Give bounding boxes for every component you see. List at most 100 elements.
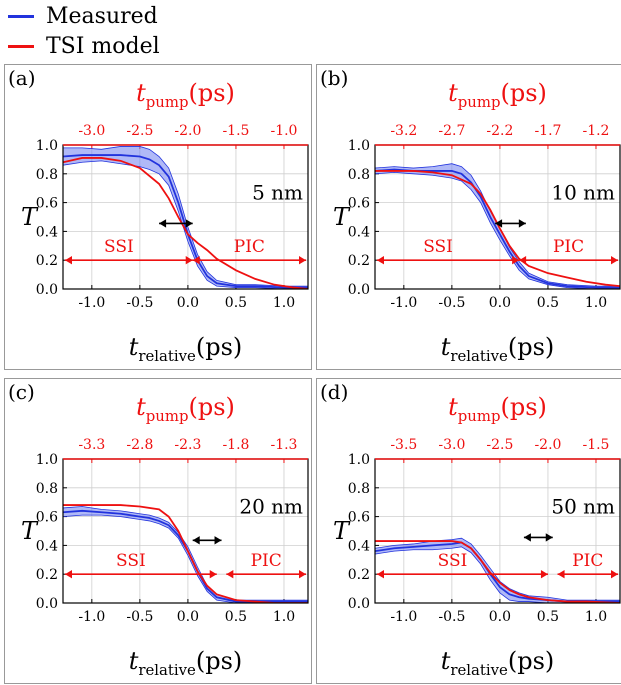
thickness-label: 5 nm xyxy=(252,181,303,205)
plot-frame xyxy=(374,144,621,290)
ssi-arrow-head-right xyxy=(185,256,193,265)
data-group xyxy=(63,504,308,603)
series-line-model xyxy=(63,157,308,289)
chart-panel-b: (b) tpump(ps) -3.2 -2.7 -2.2 -1.7 -1.2 0.0 0.2 0.… xyxy=(316,64,621,370)
y-tick-label: 0.8 xyxy=(348,167,370,183)
measured-uncertainty-band xyxy=(63,146,308,289)
y-tick-label: 1.0 xyxy=(36,138,58,154)
y-tick-label: 0.8 xyxy=(36,481,58,497)
y-tick-label: 0.8 xyxy=(36,167,58,183)
thickness-label: 10 nm xyxy=(551,181,615,205)
ssi-label: SSI xyxy=(438,551,468,571)
top-tick-label: -3.0 xyxy=(438,437,465,453)
series-line-model xyxy=(375,540,620,603)
x-tick-label: 1.0 xyxy=(273,609,295,625)
pic-arrow-head-right xyxy=(611,256,618,265)
y-tick-label: 0.4 xyxy=(36,538,58,554)
x-axis-label: trelative(ps) xyxy=(129,333,243,365)
y-axis-label: T xyxy=(333,203,351,231)
y-tick-label: 0.6 xyxy=(36,196,58,212)
x-tick-label: -1.0 xyxy=(390,295,417,311)
y-tick-label: 0.4 xyxy=(36,224,58,240)
panel-label: (d) xyxy=(320,380,348,404)
data-group xyxy=(375,163,620,289)
x-tick-label: 0.5 xyxy=(537,295,559,311)
pic-arrow-head-left xyxy=(557,570,565,579)
legend: Measured TSI model xyxy=(0,0,621,62)
y-tick-label: 0.0 xyxy=(348,282,370,298)
y-tick-label: 1.0 xyxy=(36,452,58,468)
x-tick-label: -1.0 xyxy=(78,609,105,625)
y-tick-label: 0.6 xyxy=(348,196,370,212)
chart-svg-d: (d) tpump(ps) -3.5 -3.0 -2.5 -2.0 -1.5 0.0 0.2 0.… xyxy=(320,380,621,679)
legend-label-measured: Measured xyxy=(46,4,158,29)
thickness-label: 20 nm xyxy=(239,495,303,519)
y-tick-label: 0.2 xyxy=(36,253,58,269)
y-tick-label: 0.0 xyxy=(36,282,58,298)
y-tick-label: 1.0 xyxy=(348,452,370,468)
top-axis-title: tpump(ps) xyxy=(448,393,547,425)
chart-svg-b: (b) tpump(ps) -3.2 -2.7 -2.2 -1.7 -1.2 0.0 0.2 0.… xyxy=(320,66,621,365)
plot-frame xyxy=(62,458,309,604)
x-tick-label: 0.0 xyxy=(489,609,511,625)
y-axis-label: T xyxy=(333,517,351,545)
ssi-arrow-head-left xyxy=(65,570,72,579)
top-tick-label: -2.2 xyxy=(486,123,513,139)
top-tick-label: -3.3 xyxy=(78,437,105,453)
panel-label: (b) xyxy=(320,66,348,90)
transition-width-arrow-head-right xyxy=(518,219,526,228)
transition-width-arrow-head-right xyxy=(185,219,193,228)
top-tick-label: -2.3 xyxy=(174,437,201,453)
top-tick-label: -3.0 xyxy=(78,123,105,139)
top-tick-label: -1.0 xyxy=(270,123,297,139)
ssi-label: SSI xyxy=(116,551,146,571)
pic-label: PIC xyxy=(572,551,603,571)
x-tick-label: 0.5 xyxy=(537,609,559,625)
top-axis-title: tpump(ps) xyxy=(448,79,547,111)
top-axis-title: tpump(ps) xyxy=(136,393,235,425)
x-tick-label: -0.5 xyxy=(438,295,465,311)
x-tick-label: 0.0 xyxy=(489,295,511,311)
transition-width-arrow-head-left xyxy=(523,533,531,542)
panel-label: (a) xyxy=(8,66,36,90)
y-tick-label: 0.2 xyxy=(36,567,58,583)
y-axis-label: T xyxy=(21,517,39,545)
measured-uncertainty-band xyxy=(63,506,308,603)
series-line-measured xyxy=(63,509,308,603)
top-tick-label: -2.8 xyxy=(126,437,153,453)
ssi-arrow-head-right xyxy=(512,256,520,265)
x-axis-label: trelative(ps) xyxy=(441,333,555,365)
y-tick-label: 0.2 xyxy=(348,567,370,583)
top-tick-label: -1.8 xyxy=(222,437,249,453)
chart-svg-c: (c) tpump(ps) -3.3 -2.8 -2.3 -1.8 -1.3 0.0 0.2 0.… xyxy=(8,380,309,679)
plot-frame xyxy=(62,144,309,290)
ssi-label: SSI xyxy=(104,237,134,257)
x-tick-label: 1.0 xyxy=(585,609,607,625)
y-tick-label: 1.0 xyxy=(348,138,370,154)
pic-arrow-head-right xyxy=(299,570,306,579)
legend-label-model: TSI model xyxy=(46,34,160,59)
thickness-label: 50 nm xyxy=(551,495,615,519)
x-tick-label: -0.5 xyxy=(438,609,465,625)
ssi-label: SSI xyxy=(423,237,453,257)
top-tick-label: -2.5 xyxy=(486,437,513,453)
legend-swatch-measured xyxy=(8,15,34,18)
measured-uncertainty-band xyxy=(375,163,620,289)
pic-label: PIC xyxy=(234,237,265,257)
legend-item-measured: Measured xyxy=(8,4,158,29)
x-tick-label: -1.0 xyxy=(78,295,105,311)
ssi-arrow-head-right xyxy=(209,570,217,579)
top-tick-label: -1.7 xyxy=(534,123,561,139)
y-tick-label: 0.4 xyxy=(348,224,370,240)
legend-item-model: TSI model xyxy=(8,34,160,59)
chart-panel-c: (c) tpump(ps) -3.3 -2.8 -2.3 -1.8 -1.3 0.0 0.2 0.… xyxy=(4,378,312,684)
transition-width-arrow-head-left xyxy=(192,536,200,545)
x-tick-label: 0.0 xyxy=(177,295,199,311)
top-tick-label: -1.5 xyxy=(222,123,249,139)
pic-arrow-head-left xyxy=(192,256,200,265)
x-axis-label: trelative(ps) xyxy=(441,647,555,679)
chart-svg-a: (a) tpump(ps) -3.0 -2.5 -2.0 -1.5 -1.0 0.0 0.2 0.… xyxy=(8,66,309,365)
ssi-arrow-head-left xyxy=(377,256,384,265)
top-tick-label: -2.7 xyxy=(438,123,465,139)
series-line-measured xyxy=(63,154,308,289)
